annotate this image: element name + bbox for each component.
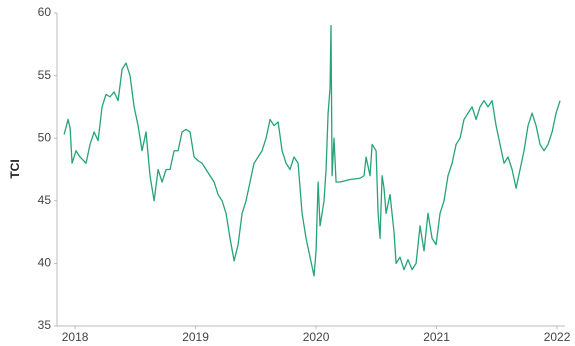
x-tick-label: 2021 (423, 330, 450, 344)
y-tick-label: 35 (38, 318, 52, 332)
x-tick-label: 2020 (303, 330, 330, 344)
x-tick-label: 2022 (544, 330, 571, 344)
y-tick-label: 50 (38, 130, 52, 144)
data-line (63, 24, 561, 277)
y-axis-label: TCI (8, 159, 22, 178)
y-tick-label: 55 (38, 68, 52, 82)
y-tick-label: 45 (38, 193, 52, 207)
y-tick-label: 60 (38, 5, 52, 19)
x-tick-label: 2019 (182, 330, 209, 344)
y-tick-label: 40 (38, 256, 52, 270)
x-tick-label: 2018 (62, 330, 89, 344)
